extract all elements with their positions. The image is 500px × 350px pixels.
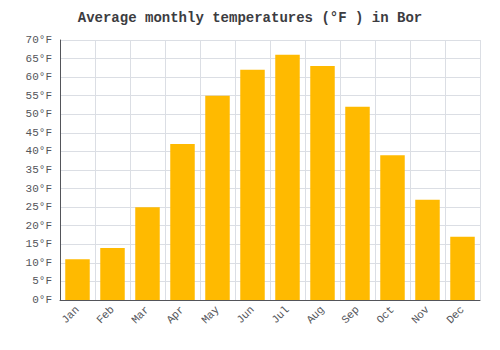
svg-text:25°F: 25°F (26, 201, 52, 213)
svg-text:Oct: Oct (374, 304, 396, 326)
svg-text:40°F: 40°F (26, 145, 52, 157)
svg-text:0°F: 0°F (32, 294, 52, 306)
svg-text:50°F: 50°F (26, 108, 52, 120)
svg-text:65°F: 65°F (26, 53, 52, 65)
svg-text:Jul: Jul (269, 304, 291, 326)
svg-text:Jun: Jun (234, 304, 256, 326)
svg-text:70°F: 70°F (26, 34, 52, 46)
svg-text:20°F: 20°F (26, 220, 52, 232)
svg-text:30°F: 30°F (26, 183, 52, 195)
svg-text:Apr: Apr (164, 304, 186, 326)
svg-text:Aug: Aug (304, 304, 326, 326)
svg-text:55°F: 55°F (26, 90, 52, 102)
svg-text:Average monthly temperatures (: Average monthly temperatures (°F ) in Bo… (78, 10, 422, 26)
svg-text:Feb: Feb (94, 304, 116, 326)
svg-text:45°F: 45°F (26, 127, 52, 139)
svg-text:35°F: 35°F (26, 164, 52, 176)
svg-text:60°F: 60°F (26, 71, 52, 83)
svg-text:15°F: 15°F (26, 238, 52, 250)
svg-text:5°F: 5°F (32, 275, 52, 287)
svg-text:Mar: Mar (129, 304, 151, 326)
svg-text:Jan: Jan (59, 304, 81, 326)
svg-text:10°F: 10°F (26, 257, 52, 269)
svg-text:May: May (199, 303, 222, 326)
svg-text:Sep: Sep (339, 304, 361, 326)
svg-text:Nov: Nov (409, 303, 432, 326)
svg-text:Dec: Dec (444, 304, 466, 326)
